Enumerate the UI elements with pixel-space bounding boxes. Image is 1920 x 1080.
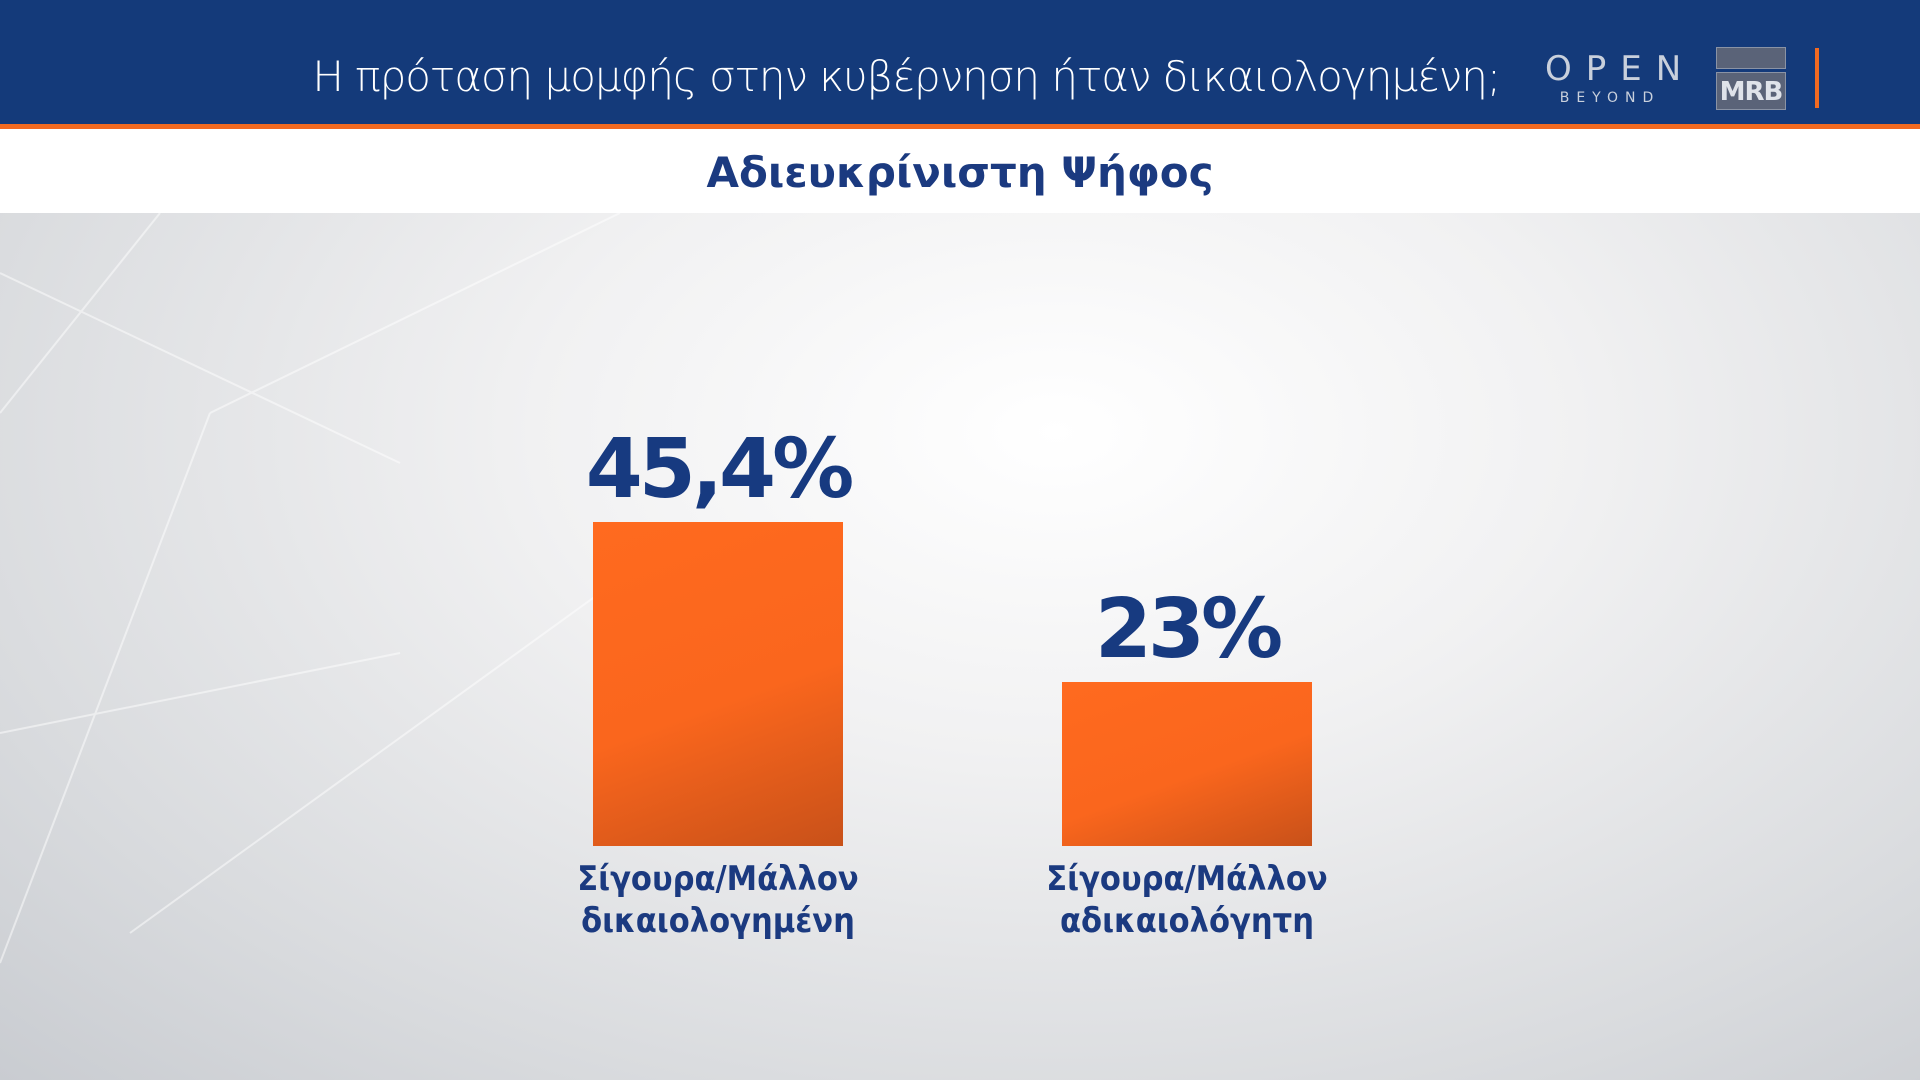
data-label: 23% (1094, 581, 1283, 677)
open-logo: OPEN BEYOND (1545, 49, 1696, 106)
category-label: Σίγουρα/Μάλλον δικαιολογημένη (518, 858, 918, 942)
background-decoration (0, 213, 621, 964)
category-label-line: Σίγουρα/Μάλλον (577, 859, 859, 899)
subtitle-band (0, 129, 1920, 213)
chart-title: Αδιευκρίνιστη Ψήφος (706, 148, 1214, 197)
header-bar (0, 0, 1920, 125)
data-label: 45,4% (585, 421, 854, 517)
mrb-logo: MRB (1716, 47, 1786, 110)
category-label-line: αδικαιολόγητη (1060, 901, 1314, 941)
bar-2 (1062, 681, 1312, 846)
bar-1 (593, 521, 843, 846)
category-label-line: Σίγουρα/Μάλλον (1046, 859, 1328, 899)
page-title: Η πρόταση μομφής στην κυβέρνηση ήταν δικ… (312, 52, 1501, 101)
category-label-line: δικαιολογημένη (581, 901, 855, 941)
divider (1815, 48, 1819, 108)
header-accent-line (0, 124, 1920, 129)
category-label: Σίγουρα/Μάλλον αδικαιολόγητη (987, 858, 1387, 942)
